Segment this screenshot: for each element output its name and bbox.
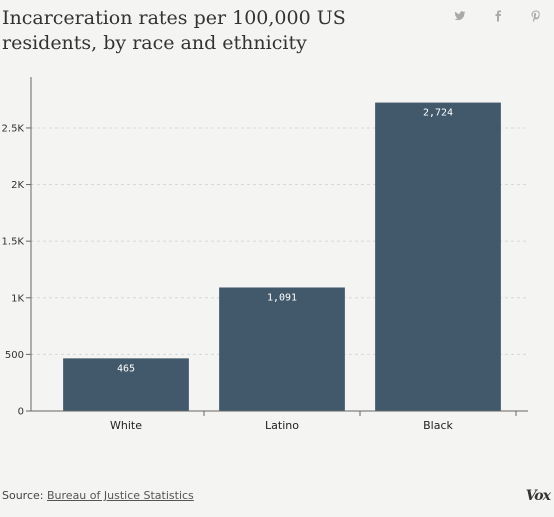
- chart-title: Incarceration rates per 100,000 US resid…: [2, 7, 346, 54]
- bar: [63, 358, 189, 411]
- y-tick-label: 1K: [11, 293, 24, 304]
- source-prefix: Source:: [2, 489, 44, 502]
- facebook-icon: [495, 10, 501, 22]
- twitter-share-button[interactable]: [450, 6, 470, 26]
- y-tick-label: 1.5K: [2, 237, 25, 248]
- x-tick-label: White: [110, 419, 142, 432]
- y-tick-label: 2K: [11, 180, 24, 191]
- y-tick-label: 0: [18, 407, 24, 418]
- y-tick-label: 2.5K: [2, 123, 25, 134]
- vox-logo: Vox: [525, 488, 551, 504]
- source-line: Source: Bureau of Justice Statistics: [2, 489, 194, 502]
- bar-value-label: 2,724: [423, 108, 453, 119]
- x-tick-label: Latino: [265, 419, 299, 432]
- share-buttons: [450, 6, 546, 26]
- twitter-icon: [454, 11, 466, 21]
- source-link[interactable]: Bureau of Justice Statistics: [47, 489, 194, 502]
- bar-value-label: 1,091: [267, 292, 297, 303]
- x-tick-label: Black: [423, 419, 453, 432]
- y-tick-label: 500: [5, 350, 24, 361]
- bar-value-label: 465: [117, 363, 135, 374]
- bar: [375, 102, 501, 411]
- bar: [219, 287, 345, 411]
- pinterest-share-button[interactable]: [526, 6, 546, 26]
- pinterest-icon: [531, 10, 540, 22]
- facebook-share-button[interactable]: [488, 6, 508, 26]
